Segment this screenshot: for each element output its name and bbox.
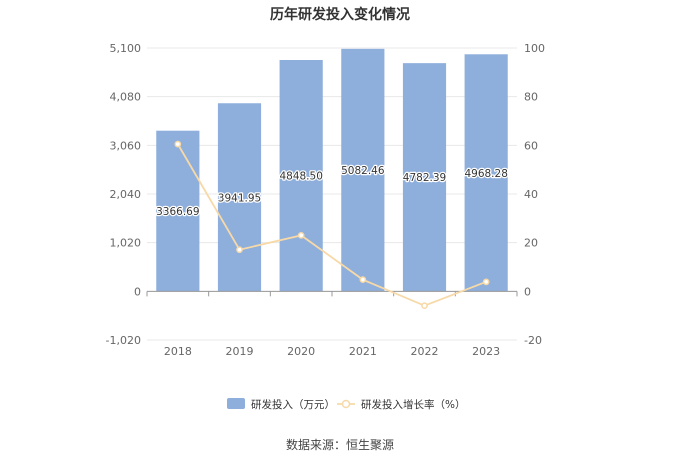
bar-data-label: 4782.39 (403, 172, 446, 184)
legend-bar-label: 研发投入（万元） (251, 398, 335, 411)
bar-data-label: 4848.50 (279, 171, 322, 183)
y-right-tick-label: -20 (524, 334, 542, 347)
legend-bar-swatch (227, 398, 245, 409)
bar-data-label: 3366.69 (156, 206, 199, 218)
bar-data-label: 3941.95 (218, 192, 261, 204)
growth-point (482, 278, 490, 286)
y-right-tick-label: 60 (524, 139, 538, 152)
bar (217, 103, 262, 292)
bar (279, 59, 323, 292)
y-left-tick-label: 0 (134, 285, 141, 298)
legend-line-marker (341, 399, 351, 409)
y-left-tick-label: 1,020 (110, 237, 142, 250)
x-tick-label: 2021 (349, 345, 377, 358)
y-right-tick-label: 40 (524, 188, 538, 201)
bar (341, 48, 385, 292)
legend-line-label: 研发投入增长率（%） (361, 398, 465, 411)
x-tick-label: 2019 (226, 345, 254, 358)
y-right-tick-label: 0 (524, 285, 531, 298)
bar-series (156, 48, 508, 292)
growth-point (359, 276, 367, 284)
y-left-tick-label: 3,060 (110, 139, 142, 152)
y-right-tick-label: 100 (524, 42, 545, 55)
chart-title: 历年研发投入变化情况 (270, 7, 410, 23)
bar (156, 130, 200, 292)
y-left-tick-label: 2,040 (110, 188, 142, 201)
bar-data-label: 5082.46 (341, 165, 385, 177)
growth-point (421, 302, 428, 310)
y-left-tick-label: -1,020 (106, 334, 141, 347)
x-tick-label: 2022 (411, 345, 439, 358)
growth-point (297, 232, 305, 239)
x-tick-label: 2020 (287, 345, 315, 358)
data-labels: 3366.69 3941.95 4848.50 5082.46 4782.39 4968.… (155, 164, 509, 219)
y-left-tick-label: 4,080 (110, 91, 142, 104)
y-left-tick-label: 5,100 (110, 42, 142, 55)
x-tick-label: 2023 (472, 345, 500, 358)
x-tick-label: 2018 (164, 345, 192, 358)
bar-data-label: 4968.28 (464, 168, 507, 180)
growth-point (236, 246, 243, 254)
data-source: 数据来源：恒生聚源 (285, 438, 394, 452)
legend: 研发投入（万元） 研发投入增长率（%） (227, 398, 465, 411)
axes: -1,020 0 1,020 2,040 3,060 4,080 5,100 -20 0 20 40… (106, 42, 545, 358)
bar (402, 63, 447, 292)
growth-line (177, 143, 487, 307)
growth-point (174, 140, 182, 148)
y-right-tick-label: 20 (524, 237, 538, 250)
bar (464, 54, 508, 292)
line-series (174, 140, 490, 310)
y-right-tick-label: 80 (524, 91, 538, 104)
